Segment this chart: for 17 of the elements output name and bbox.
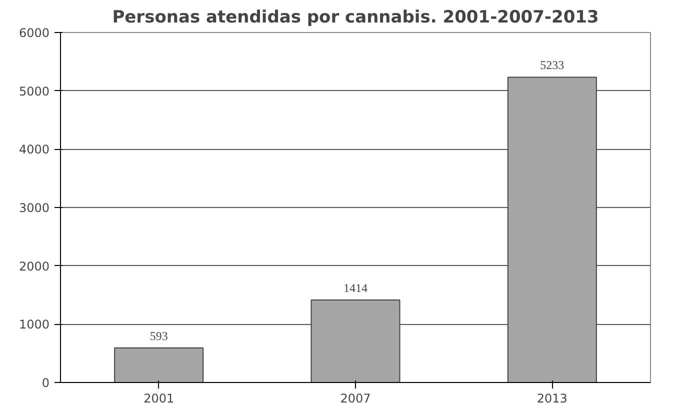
x-tick-label: 2013 bbox=[536, 392, 568, 406]
y-tick-label: 3000 bbox=[18, 201, 50, 215]
y-tick-label: 5000 bbox=[18, 84, 50, 98]
chart-title: Personas atendidas por cannabis. 2001-2007-2013 bbox=[112, 8, 599, 28]
bar bbox=[507, 76, 597, 382]
y-tick-label: 2000 bbox=[18, 259, 50, 274]
data-label: 593 bbox=[150, 328, 168, 343]
y-tick-label: 6000 bbox=[18, 26, 50, 40]
data-label: 5233 bbox=[540, 58, 564, 72]
data-label: 1414 bbox=[344, 281, 368, 296]
y-tick-label: 1000 bbox=[18, 318, 50, 332]
bar bbox=[114, 347, 204, 382]
y-tick-label: 0 bbox=[42, 376, 50, 390]
x-tick-label: 2001 bbox=[144, 392, 174, 406]
x-tick-label: 2007 bbox=[340, 392, 371, 406]
y-tick-label: 4000 bbox=[18, 142, 50, 157]
bar bbox=[310, 300, 400, 382]
